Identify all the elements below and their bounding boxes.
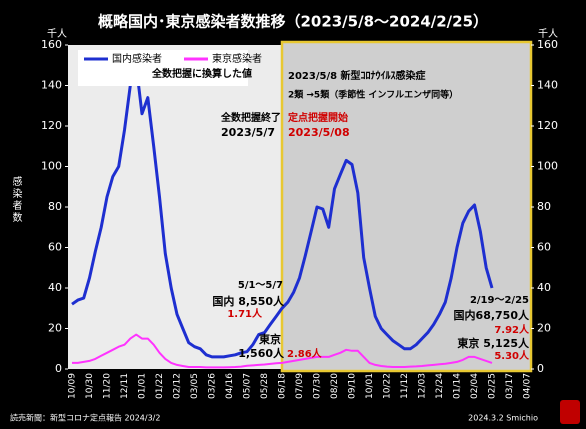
highlight-region <box>280 40 533 373</box>
seal <box>560 400 580 424</box>
annotation: 1,560人 <box>238 346 285 360</box>
y2-tick-label: 40 <box>537 281 551 294</box>
x-tick-label: 08/20 <box>330 373 340 399</box>
annotation: 東京 <box>259 332 281 346</box>
y-unit: 千人 <box>47 28 67 40</box>
x-tick-label: 04/07 <box>523 373 533 399</box>
annotation: 2023/5/8 新型ｺﾛﾅｳｲﾙｽ感染症 <box>288 69 426 82</box>
y-tick-label: 140 <box>41 79 62 92</box>
x-tick-label: 01/01 <box>138 373 148 399</box>
y-tick-label: 0 <box>55 362 62 375</box>
x-tick-label: 03/17 <box>505 373 515 399</box>
y-tick-label: 160 <box>41 38 62 51</box>
series-line <box>72 333 493 369</box>
x-tick-label: 12/11 <box>120 373 130 399</box>
annotation: 全数把握終了 <box>220 111 281 124</box>
x-tick-label: 02/04 <box>470 373 480 399</box>
x-tick-label: 04/16 <box>225 373 235 399</box>
annotation: 2類 →5類（季節性 インフルエンザ同等） <box>288 89 458 101</box>
annotation: 全数把握に換算した値 <box>151 67 252 80</box>
annotation: 定点把握開始 <box>288 111 348 124</box>
annotation: 国内68,750人 <box>454 308 530 322</box>
annotation: 国内 8,550人 <box>212 294 285 308</box>
credit: 2024.3.2 Smichio <box>468 414 538 423</box>
annotation: 2/19～2/25 <box>470 295 529 306</box>
x-tick-label: 10/01 <box>365 373 375 399</box>
x-tick-label: 06/18 <box>278 373 288 399</box>
x-tick-label: 12/03 <box>418 373 428 399</box>
legend-label: 国内感染者 <box>112 52 162 65</box>
source: 読売新聞：新型コロナ定点報告 2024/3/2 <box>10 413 160 423</box>
annotation: 東京 5,125人 <box>457 336 530 350</box>
y-tick-label: 120 <box>41 119 62 132</box>
series-line <box>71 63 494 359</box>
x-tick-label: 11/12 <box>400 373 410 399</box>
x-tick-label: 07/30 <box>313 373 323 399</box>
annotation: 1.71人 <box>227 307 263 320</box>
y2-tick-label: 60 <box>537 241 551 254</box>
legend-label: 東京感染者 <box>212 52 262 65</box>
x-tick-label: 02/25 <box>488 373 498 399</box>
x-tick-label: 09/10 <box>348 373 358 399</box>
y-tick-label: 20 <box>48 322 62 335</box>
x-tick-label: 01/14 <box>453 373 463 399</box>
y2-tick-label: 0 <box>537 362 544 375</box>
x-tick-label: 11/20 <box>103 373 113 399</box>
annotation: 5/1～5/7 <box>238 280 283 291</box>
y-axis-label: 感染者数 <box>10 175 22 224</box>
x-tick-label: 05/28 <box>260 373 270 399</box>
y2-tick-label: 160 <box>537 38 558 51</box>
x-tick-label: 10/30 <box>85 373 95 399</box>
annotation: 2023/5/08 <box>288 126 350 139</box>
x-tick-label: 12/24 <box>435 373 445 399</box>
annotation: 2.86人 <box>287 347 323 360</box>
x-tick-label: 10/22 <box>383 373 393 399</box>
y2-tick-label: 20 <box>537 322 551 335</box>
legend-box <box>78 50 248 86</box>
x-tick-label: 01/22 <box>155 373 165 399</box>
annotation: 7.92人 <box>494 323 530 336</box>
x-tick-label: 07/09 <box>295 373 305 399</box>
x-tick-label: 03/05 <box>190 373 200 399</box>
y2-unit: 千人 <box>538 28 558 40</box>
x-tick-label: 10/09 <box>68 373 78 399</box>
y-tick-label: 40 <box>48 281 62 294</box>
y2-tick-label: 80 <box>537 200 551 213</box>
y-tick-label: 100 <box>41 160 62 173</box>
chart-title: 概略国内･東京感染者数推移（2023/5/8～2024/2/25） <box>98 13 488 31</box>
y-tick-label: 60 <box>48 241 62 254</box>
y2-tick-label: 100 <box>537 160 558 173</box>
y2-tick-label: 140 <box>537 79 558 92</box>
x-tick-label: 03/26 <box>208 373 218 399</box>
x-tick-label: 05/07 <box>243 373 253 399</box>
annotation: 2023/5/7 <box>221 126 275 139</box>
x-tick-label: 02/12 <box>173 373 183 399</box>
y-tick-label: 80 <box>48 200 62 213</box>
y2-tick-label: 120 <box>537 119 558 132</box>
annotation: 5.30人 <box>494 349 530 362</box>
